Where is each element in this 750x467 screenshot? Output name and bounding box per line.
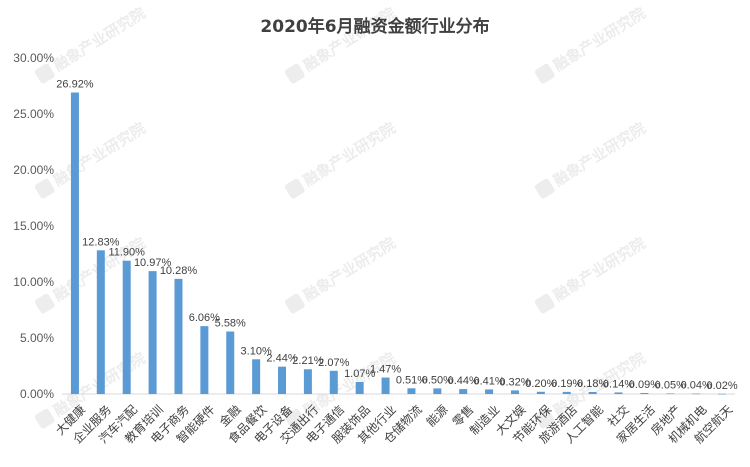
watermark-logo-icon xyxy=(34,63,55,84)
data-label: 2.21% xyxy=(292,355,323,367)
bar xyxy=(381,377,390,394)
data-label: 12.83% xyxy=(82,236,120,248)
data-label: 2.07% xyxy=(318,357,349,369)
watermark-logo-icon xyxy=(284,178,305,199)
data-label: 0.32% xyxy=(499,376,530,388)
data-label: 0.51% xyxy=(396,374,427,386)
data-label: 0.02% xyxy=(706,380,737,392)
bar xyxy=(329,370,338,394)
data-label: 0.04% xyxy=(681,380,712,392)
x-tick-label: 能源 xyxy=(424,402,451,429)
bar xyxy=(407,388,416,394)
data-label: 5.58% xyxy=(215,318,246,330)
watermark-logo-icon xyxy=(534,293,555,314)
data-label: 6.06% xyxy=(189,312,220,324)
watermark: 融象产业研究院 xyxy=(34,119,149,199)
y-tick-label: 20.00% xyxy=(13,163,54,177)
bar xyxy=(666,393,675,395)
data-label: 10.28% xyxy=(160,265,198,277)
bar xyxy=(278,366,287,394)
bar xyxy=(614,392,623,394)
data-labels: 26.92% 12.83%11.90%10.97%10.28% 6.06%5.58%… xyxy=(56,78,738,391)
data-label: 1.07% xyxy=(344,368,375,380)
bar xyxy=(640,392,649,394)
data-label: 0.09% xyxy=(629,379,660,391)
y-tick-label: 25.00% xyxy=(13,107,54,121)
bar xyxy=(588,391,597,394)
data-label: 2.44% xyxy=(266,353,297,365)
bar xyxy=(70,92,79,394)
watermark-text: 融象产业研究院 xyxy=(550,4,649,75)
watermark-logo-icon xyxy=(34,408,55,429)
watermark-logo-icon xyxy=(284,293,305,314)
watermark: 融象产业研究院 xyxy=(534,119,649,199)
watermark-logo-icon xyxy=(534,63,555,84)
watermark: 融象产业研究院 xyxy=(284,234,399,314)
y-tick-label: 10.00% xyxy=(13,275,54,289)
watermark-text: 融象产业研究院 xyxy=(550,234,649,305)
bar xyxy=(148,271,157,394)
data-label: 10.97% xyxy=(134,257,172,269)
data-label: 0.50% xyxy=(422,374,453,386)
watermark-text: 融象产业研究院 xyxy=(50,4,149,75)
y-tick-label: 5.00% xyxy=(20,331,54,345)
data-label: 0.19% xyxy=(551,378,582,390)
watermark-text: 融象产业研究院 xyxy=(550,119,649,190)
data-label: 0.20% xyxy=(525,378,556,390)
data-label: 0.14% xyxy=(603,378,634,390)
watermark: 融象产业研究院 xyxy=(284,119,399,199)
data-label: 3.10% xyxy=(241,345,272,357)
y-tick-label: 15.00% xyxy=(13,219,54,233)
bar-series xyxy=(70,92,727,395)
watermark-logo-icon xyxy=(34,293,55,314)
watermark-logo-icon xyxy=(534,408,555,429)
data-label: 1.47% xyxy=(370,364,401,376)
watermark-text: 融象产业研究院 xyxy=(50,119,149,190)
watermark-text: 融象产业研究院 xyxy=(300,234,399,305)
bar xyxy=(355,382,364,394)
bar xyxy=(433,388,442,394)
bar xyxy=(226,331,235,394)
bar xyxy=(692,393,701,395)
watermark: 融象产业研究院 xyxy=(534,234,649,314)
watermark: 融象产业研究院 xyxy=(34,4,149,84)
watermark: 融象产业研究院 xyxy=(534,4,649,84)
bar xyxy=(122,260,131,394)
bar xyxy=(200,326,209,394)
bar xyxy=(174,278,183,394)
y-axis: 0.00% 5.00% 10.00% 15.00% 20.00% 25.00% 30.00% xyxy=(13,51,54,401)
bar xyxy=(252,359,261,394)
bar xyxy=(303,369,312,394)
bar xyxy=(485,389,494,394)
bar xyxy=(510,390,519,394)
bar xyxy=(562,391,571,394)
y-tick-label: 30.00% xyxy=(13,51,54,65)
data-label: 0.41% xyxy=(473,375,504,387)
data-label: 0.18% xyxy=(577,378,608,390)
chart-title: 2020年6月融资金额行业分布 xyxy=(260,16,489,37)
data-label: 0.44% xyxy=(448,375,479,387)
y-tick-label: 0.00% xyxy=(20,387,54,401)
watermark-logo-icon xyxy=(534,178,555,199)
data-label: 26.92% xyxy=(56,78,94,90)
bar xyxy=(718,393,727,395)
watermark-logo-icon xyxy=(284,408,305,429)
data-label: 0.05% xyxy=(655,379,686,391)
watermark-text: 融象产业研究院 xyxy=(300,4,399,75)
data-label: 11.90% xyxy=(108,247,145,259)
bar xyxy=(536,391,545,394)
watermark-text: 融象产业研究院 xyxy=(300,119,399,190)
bar xyxy=(459,389,468,394)
bar xyxy=(96,250,105,394)
watermark-logo-icon xyxy=(34,178,55,199)
watermark-logo-icon xyxy=(284,63,305,84)
